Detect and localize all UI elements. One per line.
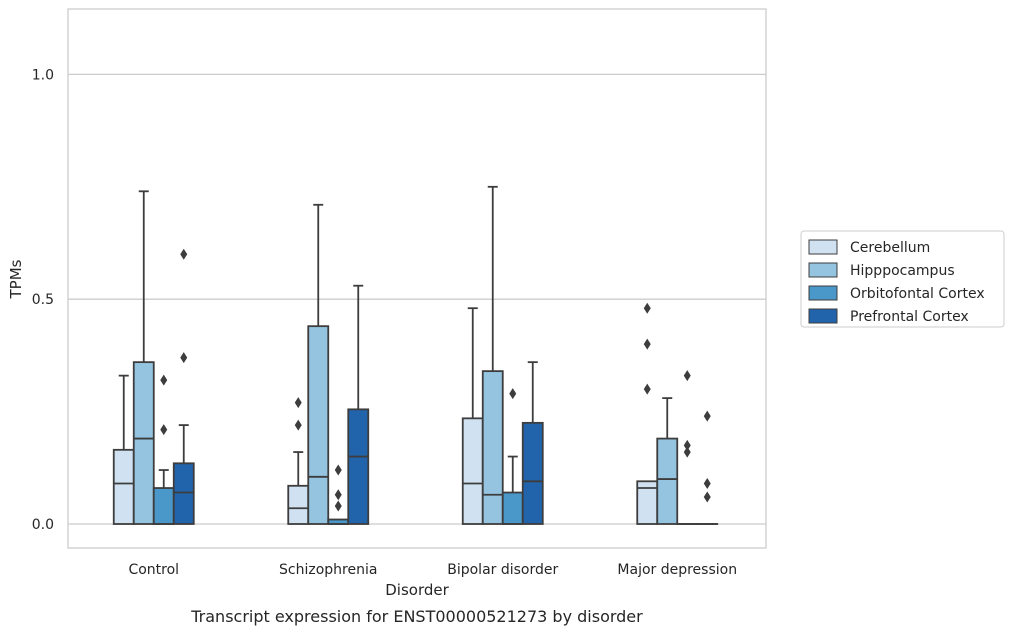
outlier-point xyxy=(683,439,691,451)
outlier-point xyxy=(160,424,168,436)
outlier-point xyxy=(643,338,651,350)
box-orbitofontal-cortex xyxy=(327,464,350,525)
y-tick-label: 0.5 xyxy=(32,292,54,308)
box-iqr xyxy=(287,484,310,525)
outlier-point xyxy=(294,397,302,409)
box-iqr xyxy=(461,417,484,525)
outlier-point xyxy=(703,478,711,490)
box-prefrontal-cortex xyxy=(696,410,719,525)
plot-frame xyxy=(67,8,767,549)
legend-label: Prefrontal Cortex xyxy=(850,309,969,325)
box-iqr xyxy=(656,437,679,525)
legend: Cerebellum Hipppocampus Orbitofontal Corte… xyxy=(800,230,1005,328)
legend-label: Hipppocampus xyxy=(850,263,955,279)
outlier-point xyxy=(160,374,168,386)
box-orbitofontal-cortex xyxy=(501,388,524,525)
outlier-point xyxy=(180,248,188,260)
box-iqr xyxy=(112,448,135,525)
outlier-point xyxy=(180,352,188,364)
box-hipppocampus xyxy=(307,203,330,525)
y-axis-label: TPMs xyxy=(7,259,25,299)
box-cerebellum xyxy=(461,307,484,525)
box-iqr xyxy=(172,462,195,525)
outlier-point xyxy=(683,370,691,382)
box-iqr xyxy=(347,408,370,525)
legend-swatch xyxy=(808,308,838,324)
box-hipppocampus xyxy=(656,397,679,525)
box-hipppocampus xyxy=(481,185,504,525)
x-tick-label: Bipolar disorder xyxy=(447,562,558,578)
y-tick-label: 0.0 xyxy=(32,517,54,533)
box-iqr xyxy=(501,491,524,525)
outlier-point xyxy=(334,500,342,512)
outlier-point xyxy=(334,489,342,501)
legend-frame xyxy=(800,230,1005,328)
legend-label: Orbitofontal Cortex xyxy=(850,286,985,302)
outlier-point xyxy=(703,491,711,503)
box-iqr xyxy=(307,325,330,525)
box-prefrontal-cortex xyxy=(347,284,370,525)
legend-swatch xyxy=(808,239,838,255)
box-prefrontal-cortex xyxy=(521,361,544,525)
outlier-point xyxy=(294,419,302,431)
box-plot-area xyxy=(112,185,719,525)
legend-label: Cerebellum xyxy=(850,240,930,256)
box-hipppocampus xyxy=(132,190,155,525)
chart-caption: Transcript expression for ENST0000052127… xyxy=(190,607,643,626)
box-iqr xyxy=(521,421,544,525)
outlier-point xyxy=(683,446,691,458)
x-tick-label: Schizophrenia xyxy=(279,562,377,578)
box-orbitofontal-cortex xyxy=(152,374,175,525)
box-cerebellum xyxy=(287,397,310,525)
x-tick-label: Major depression xyxy=(617,562,737,578)
box-orbitofontal-cortex xyxy=(676,370,699,525)
x-tick-label: Control xyxy=(128,562,179,578)
legend-swatch xyxy=(808,262,838,278)
x-axis-ticks: Control Schizophrenia Bipolar disorder Majo… xyxy=(128,562,737,578)
outlier-point xyxy=(643,302,651,314)
outlier-point xyxy=(643,383,651,395)
legend-swatch xyxy=(808,285,838,301)
outlier-point xyxy=(703,410,711,422)
x-axis-label: Disorder xyxy=(385,581,449,599)
box-prefrontal-cortex xyxy=(172,248,195,525)
box-iqr xyxy=(152,487,175,525)
outlier-point xyxy=(509,388,517,400)
box-iqr xyxy=(132,361,155,525)
y-tick-label: 1.0 xyxy=(32,67,54,83)
box-iqr xyxy=(481,370,504,525)
y-axis-ticks: 0.00.51.01.52.0 xyxy=(32,67,54,533)
box-cerebellum xyxy=(636,302,659,525)
outlier-point xyxy=(334,464,342,476)
box-cerebellum xyxy=(112,374,135,525)
